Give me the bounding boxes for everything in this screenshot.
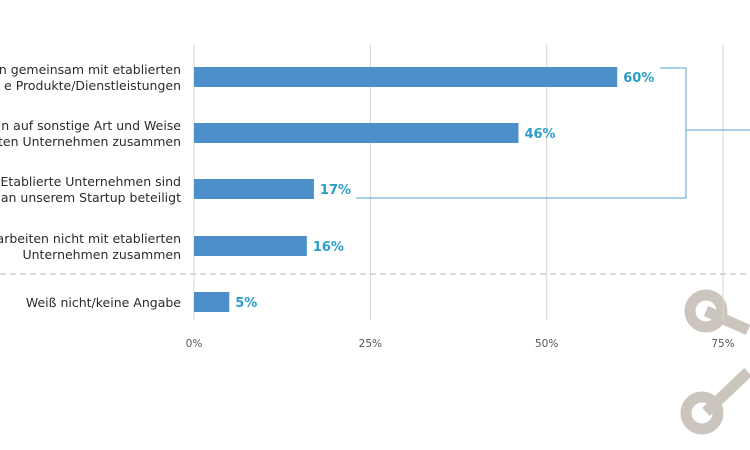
category-label: an unserem Startup beteiligt (1, 190, 181, 205)
bar (194, 292, 230, 312)
bars (194, 67, 618, 312)
bar (194, 236, 307, 256)
bar (194, 67, 618, 87)
category-label: arbeiten nicht mit etablierten (0, 231, 181, 246)
value-label: 16% (313, 240, 344, 255)
category-label: Unternehmen zusammen (22, 247, 181, 262)
group-bracket (356, 67, 750, 199)
network-icon (680, 289, 750, 435)
category-label: Etablierte Unternehmen sind (1, 174, 181, 189)
x-tick-label: 50% (535, 338, 558, 350)
category-label: n auf sonstige Art und Weise (1, 118, 181, 133)
value-label: 5% (235, 296, 257, 311)
x-tick-label: 0% (186, 338, 203, 350)
value-labels: 60% 46% 17% 16% 5% (235, 71, 654, 311)
category-label: n gemeinsam mit etablierten (0, 62, 181, 77)
category-label: Weiß nicht/keine Angabe (26, 295, 181, 310)
x-tick-label: 25% (359, 338, 382, 350)
category-label: e Produkte/Dienstleistungen (4, 78, 181, 93)
value-label: 60% (623, 71, 654, 86)
value-label: 46% (524, 127, 555, 142)
x-tick-label: 75% (711, 338, 734, 350)
bar (194, 123, 519, 143)
category-label: ten Unternehmen zusammen (0, 134, 181, 149)
x-axis-tick-labels: 0% 25% 50% 75% (186, 338, 735, 350)
bar (194, 179, 314, 199)
value-label: 17% (320, 183, 351, 198)
